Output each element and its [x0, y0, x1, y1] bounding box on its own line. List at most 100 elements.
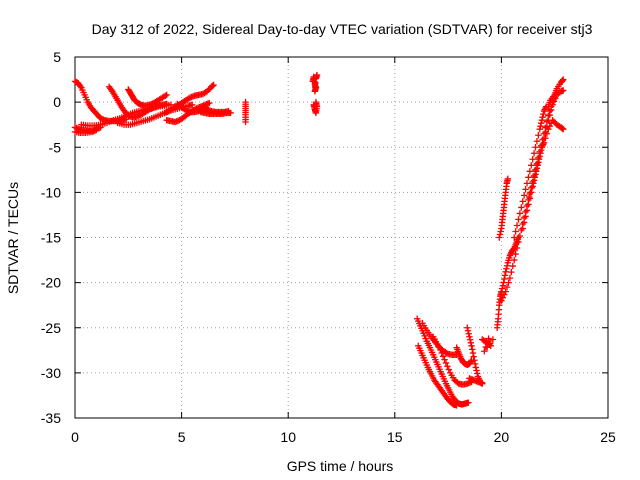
- data-point: [503, 265, 510, 272]
- data-point: [471, 360, 479, 368]
- x-tick-label: 5: [178, 429, 186, 445]
- y-tick-label: -25: [41, 320, 61, 336]
- data-point: [512, 228, 519, 235]
- data-point: [515, 238, 522, 246]
- data-point: [225, 107, 232, 115]
- data-point: [496, 231, 504, 238]
- data-point: [547, 106, 555, 114]
- data-point: [530, 180, 537, 187]
- y-tick-label: -35: [41, 410, 61, 426]
- data-point: [529, 156, 536, 163]
- data-point: [453, 402, 460, 409]
- data-point: [539, 113, 546, 121]
- tick-labels: 0 5 10 15 20 25 5 0 -5 -10 -15 -20 -25 -30 -35: [41, 49, 616, 445]
- series-arc-e: [105, 83, 170, 121]
- data-point: [533, 165, 541, 172]
- y-tick-label: -5: [49, 139, 62, 155]
- data-point: [466, 333, 473, 340]
- data-point: [529, 183, 536, 190]
- data-point: [438, 349, 445, 357]
- data-point: [441, 356, 448, 363]
- data-point: [546, 111, 553, 119]
- data-point: [535, 132, 542, 139]
- data-point: [526, 168, 534, 175]
- data-point: [489, 336, 497, 343]
- data-point: [437, 346, 444, 354]
- data-point: [498, 297, 505, 304]
- data-point: [479, 379, 486, 387]
- data-point: [541, 106, 548, 113]
- x-axis-label: GPS time / hours: [287, 458, 394, 474]
- data-point: [467, 358, 475, 365]
- data-point: [519, 198, 526, 205]
- data-point: [539, 142, 546, 149]
- x-tick-label: 0: [71, 429, 79, 445]
- data-point: [485, 335, 492, 342]
- data-point: [536, 153, 543, 160]
- data-point: [533, 168, 540, 175]
- data-point: [486, 340, 494, 347]
- series-arc-l: [199, 103, 232, 116]
- data-point: [496, 234, 503, 241]
- data-point: [525, 193, 533, 201]
- data-point: [501, 275, 508, 283]
- data-point: [434, 340, 441, 348]
- data-point: [525, 201, 532, 208]
- data-point: [535, 159, 542, 166]
- data-point: [537, 147, 545, 154]
- data-point: [465, 399, 472, 406]
- data-point: [502, 288, 509, 295]
- data-points: [71, 71, 567, 409]
- data-point: [518, 204, 525, 211]
- y-tick-label: 0: [53, 94, 61, 110]
- data-point: [516, 210, 524, 217]
- series-arc-y: [496, 175, 511, 241]
- data-point: [505, 279, 512, 286]
- data-point: [537, 150, 544, 157]
- data-point: [445, 366, 453, 373]
- data-point: [535, 156, 543, 163]
- series-arc-n: [309, 71, 321, 95]
- data-point: [501, 291, 508, 298]
- data-point: [536, 126, 543, 133]
- data-point: [435, 343, 443, 351]
- data-point: [522, 186, 529, 193]
- data-point: [534, 162, 541, 169]
- y-axis-label: SDTVAR / TECUs: [5, 182, 21, 294]
- chart-title: Day 312 of 2022, Sidereal Day-to-day VTE…: [92, 21, 593, 37]
- data-point: [163, 91, 170, 99]
- axis-ticks: [74, 56, 609, 419]
- data-point: [167, 101, 175, 109]
- data-point: [538, 116, 546, 124]
- data-point: [471, 357, 478, 364]
- data-point: [472, 364, 480, 371]
- data-point: [545, 126, 552, 133]
- data-point: [530, 177, 538, 184]
- data-point: [162, 92, 169, 100]
- data-point: [512, 250, 519, 258]
- data-point: [469, 346, 476, 353]
- data-point: [464, 327, 472, 334]
- data-point: [540, 110, 547, 118]
- data-point: [560, 87, 567, 94]
- plot-frame: [74, 56, 609, 419]
- data-point: [523, 207, 531, 214]
- data-point: [510, 256, 518, 264]
- data-point: [470, 353, 477, 360]
- data-point: [206, 99, 213, 107]
- data-point: [506, 274, 514, 282]
- data-point: [499, 282, 507, 289]
- series-arc-i: [163, 99, 213, 126]
- data-point: [501, 272, 509, 279]
- data-point: [498, 285, 506, 292]
- y-tick-label: -15: [41, 230, 61, 246]
- data-point: [474, 370, 481, 377]
- data-point: [520, 192, 528, 199]
- data-point: [513, 222, 521, 229]
- series-arc-o: [310, 98, 321, 117]
- data-point: [312, 98, 320, 106]
- data-point: [518, 226, 525, 234]
- data-point: [540, 139, 548, 146]
- data-point: [468, 342, 475, 349]
